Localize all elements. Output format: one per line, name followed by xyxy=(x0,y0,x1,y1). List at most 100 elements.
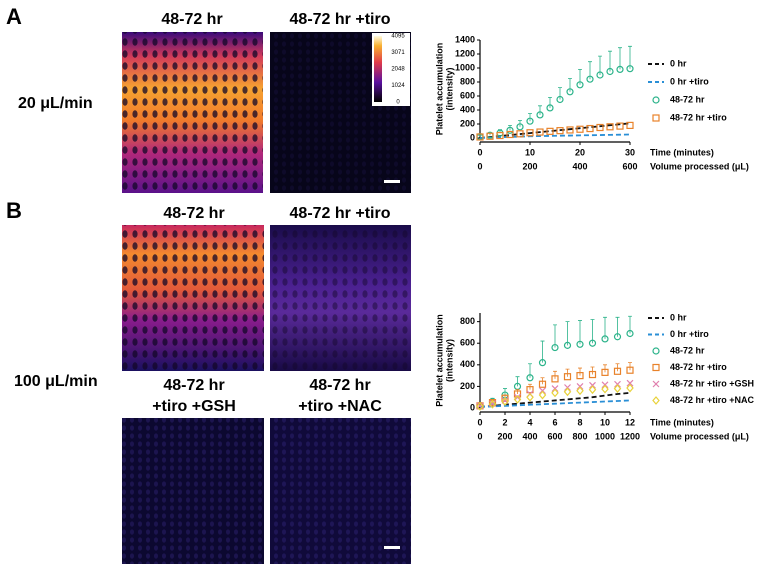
legend-label: 48-72 hr +tiro xyxy=(670,112,727,122)
y-tick-label: 800 xyxy=(460,76,475,86)
marker xyxy=(626,65,634,73)
x2-axis-label: Volume processed (μL) xyxy=(650,431,749,441)
marker xyxy=(586,124,594,133)
error-bar xyxy=(628,45,632,69)
error-bar xyxy=(578,367,582,376)
y-tick-label: 400 xyxy=(460,359,475,369)
marker xyxy=(586,75,594,83)
micrograph-texture xyxy=(122,225,264,371)
marker xyxy=(551,388,559,398)
marker xyxy=(576,386,584,396)
error-bar xyxy=(618,47,622,70)
x2-tick-label: 600 xyxy=(547,431,562,441)
marker xyxy=(576,372,584,380)
image-title: 48-72 hr +tiro xyxy=(290,205,391,222)
marker xyxy=(613,333,622,341)
image-title: 48-72 hr xyxy=(161,11,222,28)
marker xyxy=(626,383,634,393)
marker xyxy=(626,366,634,374)
marker xyxy=(488,399,497,407)
marker xyxy=(601,384,609,394)
legend-label: 48-72 hr +tiro +NAC xyxy=(670,395,755,405)
error-bar xyxy=(553,324,557,348)
image-title: 48-72 hr xyxy=(163,205,224,222)
marker xyxy=(526,386,534,394)
colorbar xyxy=(374,36,382,102)
image-title: +tiro +NAC xyxy=(298,398,382,415)
marker xyxy=(576,125,584,133)
marker xyxy=(563,387,572,397)
legend-label: 0 hr +tiro xyxy=(670,329,709,339)
colorbar-label: 2048 xyxy=(391,67,405,73)
image-title: 48-72 hr xyxy=(309,377,370,394)
marker xyxy=(536,111,544,119)
marker xyxy=(626,379,634,387)
x-tick-label: 6 xyxy=(552,417,557,427)
colorbar-label: 4095 xyxy=(391,34,405,40)
marker xyxy=(476,401,484,411)
marker xyxy=(546,127,554,135)
legend-label: 48-72 hr xyxy=(670,94,705,104)
x-tick-label: 30 xyxy=(625,147,635,157)
x2-tick-label: 0 xyxy=(477,161,482,171)
marker xyxy=(513,394,522,404)
error-bar xyxy=(590,366,595,375)
marker xyxy=(526,374,534,382)
series-line xyxy=(479,133,631,139)
x2-tick-label: 200 xyxy=(497,431,512,441)
legend-label: 48-72 hr +tiro xyxy=(670,362,727,372)
legend-label: 0 hr xyxy=(670,312,687,322)
marker xyxy=(476,133,484,141)
x-tick-label: 2 xyxy=(502,417,507,427)
marker xyxy=(588,339,597,347)
y-axis-label: Platelet accumulation xyxy=(434,314,444,407)
y-tick-label: 600 xyxy=(460,338,475,348)
micrograph-texture xyxy=(270,418,411,564)
y-tick-label: 1000 xyxy=(455,62,475,72)
legend-swatch xyxy=(652,396,660,405)
x-axis-label: Time (minutes) xyxy=(650,147,714,157)
marker xyxy=(596,71,604,79)
marker xyxy=(526,129,534,137)
marker xyxy=(526,392,534,402)
legend-label: 48-72 hr +tiro +GSH xyxy=(670,378,754,388)
marker xyxy=(551,375,559,383)
marker xyxy=(626,329,634,338)
marker xyxy=(613,367,622,375)
marker xyxy=(601,335,609,343)
marker xyxy=(551,343,559,352)
panel-label: B xyxy=(6,198,22,223)
scale-bar xyxy=(384,180,400,183)
marker xyxy=(576,340,584,348)
error-bar xyxy=(548,97,552,108)
marker xyxy=(538,380,547,388)
marker xyxy=(616,122,624,130)
x-axis-label: Time (minutes) xyxy=(650,417,714,427)
marker xyxy=(601,368,609,376)
marker xyxy=(488,399,497,409)
y-tick-label: 200 xyxy=(460,118,475,128)
error-bar xyxy=(578,320,582,345)
x2-tick-label: 0 xyxy=(477,431,482,441)
marker xyxy=(556,95,564,104)
y-tick-label: 400 xyxy=(460,104,475,114)
x-tick-label: 0 xyxy=(477,147,482,157)
x2-tick-label: 800 xyxy=(572,431,587,441)
colorbar-label: 3071 xyxy=(391,50,405,56)
x2-tick-label: 200 xyxy=(522,161,537,171)
micrograph-texture xyxy=(270,225,411,371)
marker xyxy=(506,126,514,134)
marker xyxy=(616,65,624,74)
marker xyxy=(496,131,504,140)
x2-tick-label: 400 xyxy=(572,161,587,171)
x2-tick-label: 400 xyxy=(522,431,537,441)
error-bar xyxy=(565,321,570,346)
marker xyxy=(556,127,564,135)
legend-label: 0 hr xyxy=(670,58,687,68)
y-axis-label: (intensity) xyxy=(444,339,454,382)
marker xyxy=(613,384,622,393)
marker xyxy=(538,390,547,400)
legend-swatch xyxy=(652,114,660,122)
